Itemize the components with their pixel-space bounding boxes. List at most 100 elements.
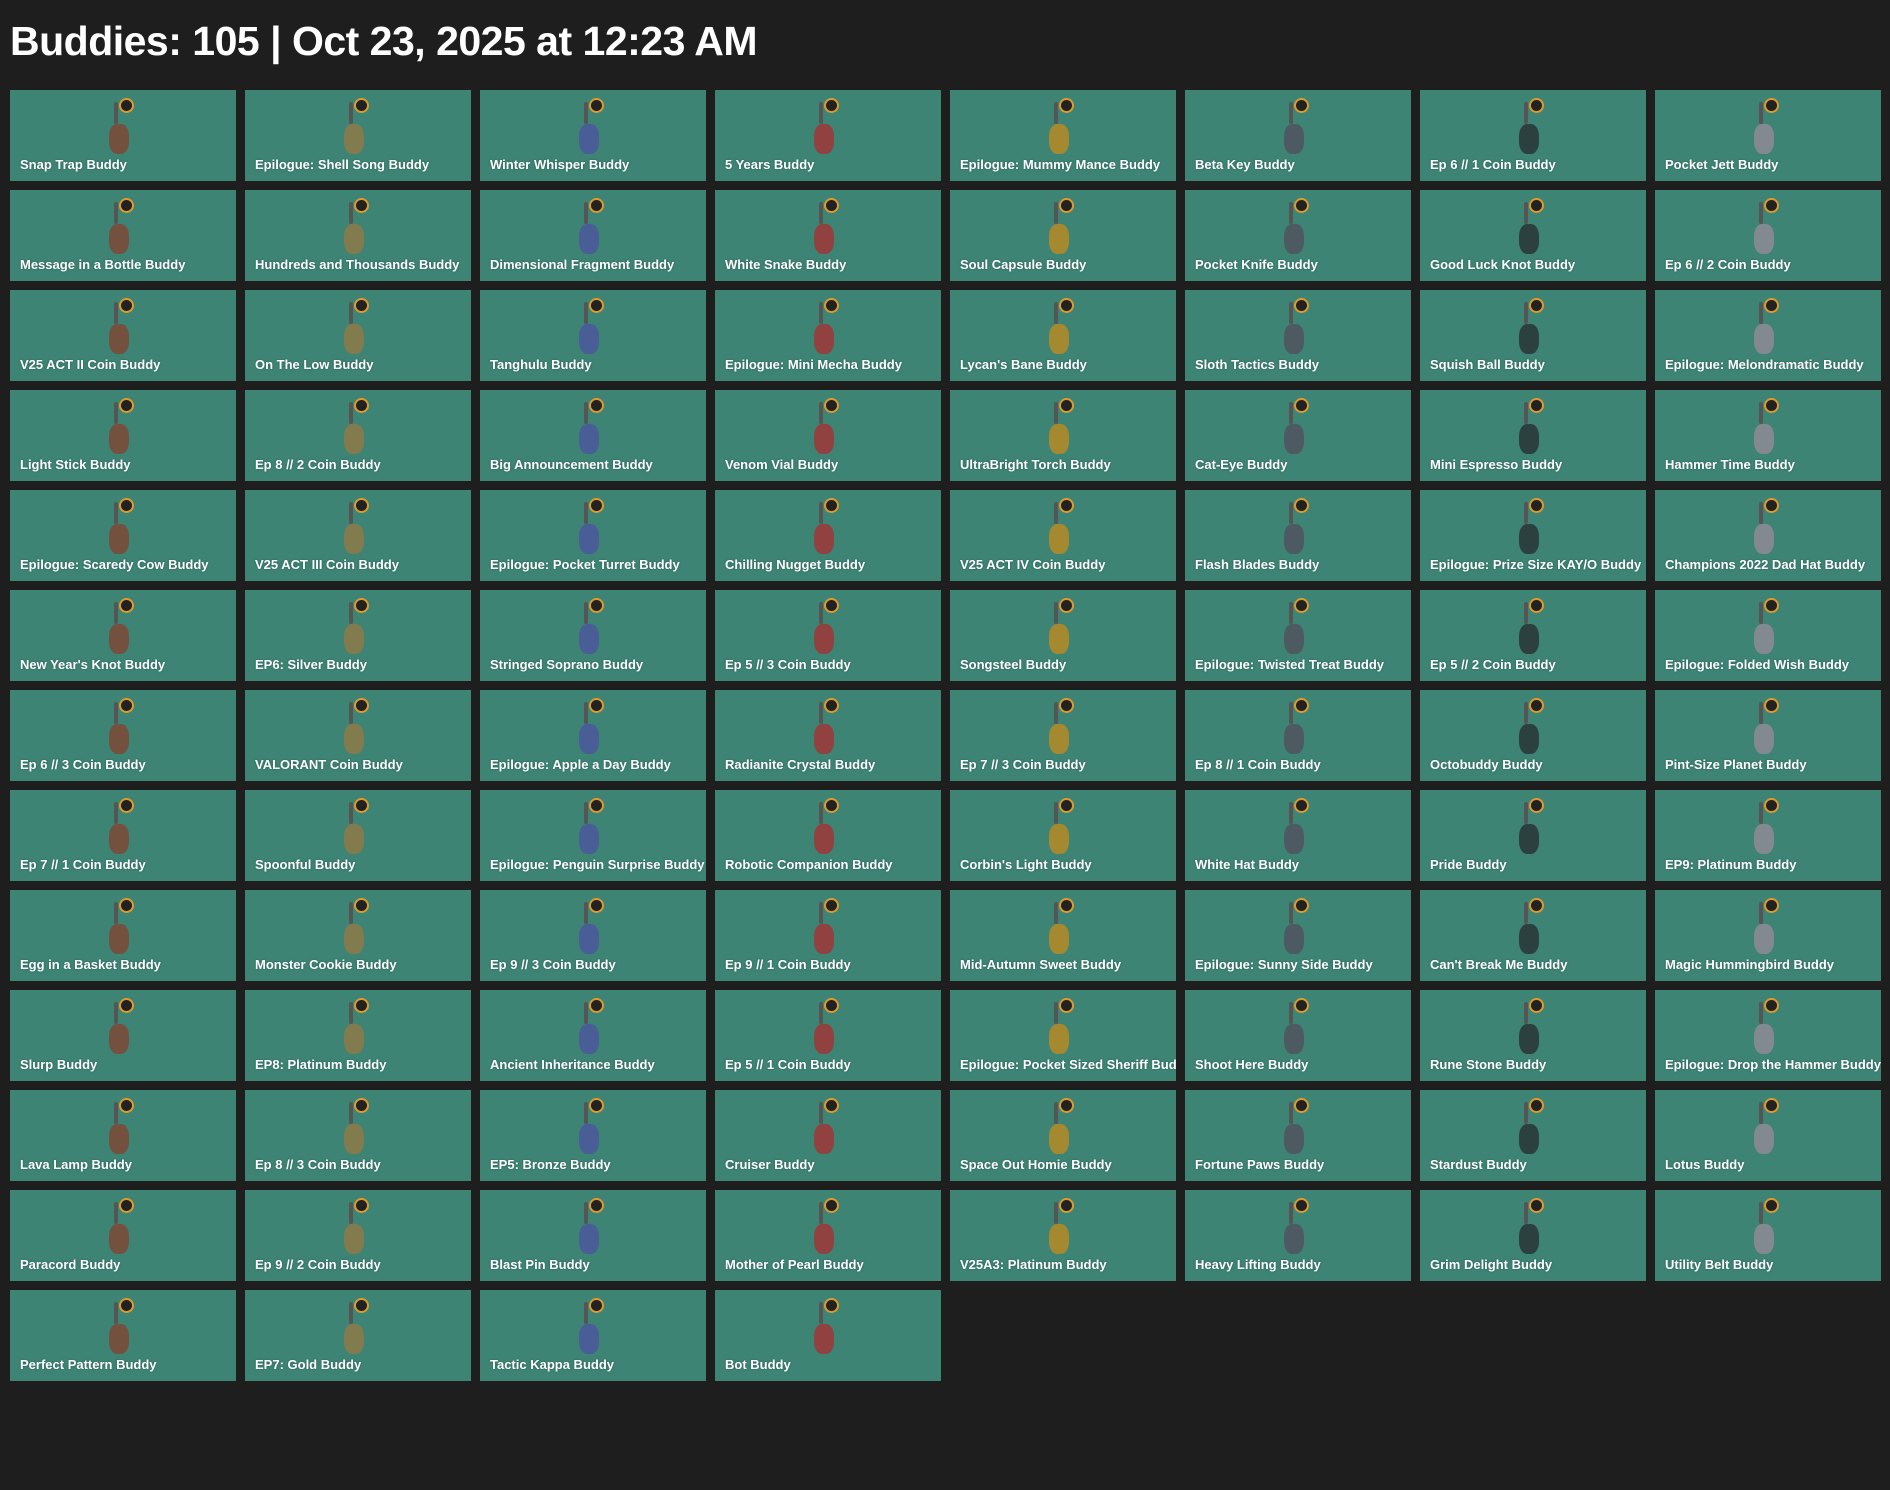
buddy-tile[interactable]: White Hat Buddy	[1185, 790, 1411, 881]
buddy-tile[interactable]: Pocket Jett Buddy	[1655, 90, 1881, 181]
buddy-tile[interactable]: On The Low Buddy	[245, 290, 471, 381]
buddy-tile[interactable]: White Snake Buddy	[715, 190, 941, 281]
buddy-tile[interactable]: Space Out Homie Buddy	[950, 1090, 1176, 1181]
buddy-tile[interactable]: Snap Trap Buddy	[10, 90, 236, 181]
buddy-tile[interactable]: Epilogue: Pocket Sized Sheriff Buddy	[950, 990, 1176, 1081]
buddy-tile[interactable]: Ep 9 // 2 Coin Buddy	[245, 1190, 471, 1281]
buddy-tile[interactable]: Epilogue: Pocket Turret Buddy	[480, 490, 706, 581]
buddy-tile[interactable]: Beta Key Buddy	[1185, 90, 1411, 181]
buddy-tile[interactable]: Squish Ball Buddy	[1420, 290, 1646, 381]
buddy-tile[interactable]: Lava Lamp Buddy	[10, 1090, 236, 1181]
buddy-tile[interactable]: Corbin's Light Buddy	[950, 790, 1176, 881]
buddy-tile[interactable]: Ep 8 // 3 Coin Buddy	[245, 1090, 471, 1181]
buddy-tile[interactable]: Ep 9 // 1 Coin Buddy	[715, 890, 941, 981]
buddy-tile[interactable]: Epilogue: Shell Song Buddy	[245, 90, 471, 181]
buddy-tile[interactable]: Ep 9 // 3 Coin Buddy	[480, 890, 706, 981]
buddy-tile[interactable]: EP5: Bronze Buddy	[480, 1090, 706, 1181]
buddy-tile[interactable]: Epilogue: Twisted Treat Buddy	[1185, 590, 1411, 681]
buddy-tile[interactable]: Ancient Inheritance Buddy	[480, 990, 706, 1081]
buddy-tile[interactable]: Big Announcement Buddy	[480, 390, 706, 481]
buddy-tile[interactable]: Winter Whisper Buddy	[480, 90, 706, 181]
buddy-tile[interactable]: V25 ACT II Coin Buddy	[10, 290, 236, 381]
buddy-tile[interactable]: Utility Belt Buddy	[1655, 1190, 1881, 1281]
buddy-tile[interactable]: Octobuddy Buddy	[1420, 690, 1646, 781]
buddy-tile[interactable]: Good Luck Knot Buddy	[1420, 190, 1646, 281]
buddy-tile[interactable]: UltraBright Torch Buddy	[950, 390, 1176, 481]
buddy-tile[interactable]: Pride Buddy	[1420, 790, 1646, 881]
buddy-tile[interactable]: EP9: Platinum Buddy	[1655, 790, 1881, 881]
buddy-tile[interactable]: Soul Capsule Buddy	[950, 190, 1176, 281]
buddy-tile[interactable]: Epilogue: Penguin Surprise Buddy	[480, 790, 706, 881]
buddy-tile[interactable]: Bot Buddy	[715, 1290, 941, 1381]
buddy-tile[interactable]: Sloth Tactics Buddy	[1185, 290, 1411, 381]
buddy-tile[interactable]: Lycan's Bane Buddy	[950, 290, 1176, 381]
buddy-tile[interactable]: Stringed Soprano Buddy	[480, 590, 706, 681]
buddy-tile[interactable]: Ep 6 // 3 Coin Buddy	[10, 690, 236, 781]
buddy-tile[interactable]: Heavy Lifting Buddy	[1185, 1190, 1411, 1281]
buddy-tile[interactable]: Mini Espresso Buddy	[1420, 390, 1646, 481]
buddy-tile[interactable]: V25 ACT III Coin Buddy	[245, 490, 471, 581]
buddy-tile[interactable]: Epilogue: Scaredy Cow Buddy	[10, 490, 236, 581]
buddy-tile[interactable]: Slurp Buddy	[10, 990, 236, 1081]
buddy-tile[interactable]: Light Stick Buddy	[10, 390, 236, 481]
buddy-tile[interactable]: Cruiser Buddy	[715, 1090, 941, 1181]
buddy-tile[interactable]: Egg in a Basket Buddy	[10, 890, 236, 981]
buddy-tile[interactable]: Epilogue: Sunny Side Buddy	[1185, 890, 1411, 981]
buddy-tile[interactable]: Message in a Bottle Buddy	[10, 190, 236, 281]
buddy-tile[interactable]: Can't Break Me Buddy	[1420, 890, 1646, 981]
buddy-tile[interactable]: Spoonful Buddy	[245, 790, 471, 881]
buddy-tile[interactable]: Mid-Autumn Sweet Buddy	[950, 890, 1176, 981]
buddy-tile[interactable]: VALORANT Coin Buddy	[245, 690, 471, 781]
buddy-tile[interactable]: Epilogue: Mini Mecha Buddy	[715, 290, 941, 381]
buddy-tile[interactable]: Chilling Nugget Buddy	[715, 490, 941, 581]
buddy-tile[interactable]: Ep 5 // 2 Coin Buddy	[1420, 590, 1646, 681]
buddy-tile[interactable]: Mother of Pearl Buddy	[715, 1190, 941, 1281]
buddy-tile[interactable]: Epilogue: Prize Size KAY/O Buddy	[1420, 490, 1646, 581]
buddy-tile[interactable]: Cat-Eye Buddy	[1185, 390, 1411, 481]
buddy-tile[interactable]: Monster Cookie Buddy	[245, 890, 471, 981]
buddy-tile[interactable]: Dimensional Fragment Buddy	[480, 190, 706, 281]
buddy-tile[interactable]: V25 ACT IV Coin Buddy	[950, 490, 1176, 581]
buddy-tile[interactable]: Shoot Here Buddy	[1185, 990, 1411, 1081]
buddy-tile[interactable]: Ep 7 // 1 Coin Buddy	[10, 790, 236, 881]
buddy-tile[interactable]: Rune Stone Buddy	[1420, 990, 1646, 1081]
buddy-tile[interactable]: 5 Years Buddy	[715, 90, 941, 181]
buddy-tile[interactable]: Pint-Size Planet Buddy	[1655, 690, 1881, 781]
buddy-tile[interactable]: Blast Pin Buddy	[480, 1190, 706, 1281]
buddy-tile[interactable]: Ep 8 // 1 Coin Buddy	[1185, 690, 1411, 781]
buddy-tile[interactable]: Perfect Pattern Buddy	[10, 1290, 236, 1381]
buddy-tile[interactable]: Paracord Buddy	[10, 1190, 236, 1281]
buddy-tile[interactable]: Tactic Kappa Buddy	[480, 1290, 706, 1381]
buddy-tile[interactable]: Fortune Paws Buddy	[1185, 1090, 1411, 1181]
buddy-tile[interactable]: Magic Hummingbird Buddy	[1655, 890, 1881, 981]
buddy-tile[interactable]: Epilogue: Apple a Day Buddy	[480, 690, 706, 781]
buddy-tile[interactable]: Lotus Buddy	[1655, 1090, 1881, 1181]
buddy-tile[interactable]: EP7: Gold Buddy	[245, 1290, 471, 1381]
buddy-tile[interactable]: Flash Blades Buddy	[1185, 490, 1411, 581]
buddy-tile[interactable]: Ep 5 // 1 Coin Buddy	[715, 990, 941, 1081]
buddy-tile[interactable]: Radianite Crystal Buddy	[715, 690, 941, 781]
buddy-tile[interactable]: Venom Vial Buddy	[715, 390, 941, 481]
buddy-tile[interactable]: Tanghulu Buddy	[480, 290, 706, 381]
buddy-tile[interactable]: Epilogue: Folded Wish Buddy	[1655, 590, 1881, 681]
buddy-tile[interactable]: Pocket Knife Buddy	[1185, 190, 1411, 281]
buddy-tile[interactable]: Grim Delight Buddy	[1420, 1190, 1646, 1281]
buddy-tile[interactable]: Robotic Companion Buddy	[715, 790, 941, 881]
buddy-tile[interactable]: Champions 2022 Dad Hat Buddy	[1655, 490, 1881, 581]
buddy-tile[interactable]: Hammer Time Buddy	[1655, 390, 1881, 481]
buddy-tile[interactable]: Epilogue: Drop the Hammer Buddy	[1655, 990, 1881, 1081]
buddy-tile[interactable]: Epilogue: Mummy Mance Buddy	[950, 90, 1176, 181]
buddy-tile[interactable]: Ep 7 // 3 Coin Buddy	[950, 690, 1176, 781]
buddy-tile[interactable]: Ep 8 // 2 Coin Buddy	[245, 390, 471, 481]
buddy-tile[interactable]: Ep 5 // 3 Coin Buddy	[715, 590, 941, 681]
buddy-tile[interactable]: V25A3: Platinum Buddy	[950, 1190, 1176, 1281]
buddy-tile[interactable]: EP8: Platinum Buddy	[245, 990, 471, 1081]
buddy-tile[interactable]: Stardust Buddy	[1420, 1090, 1646, 1181]
buddy-tile[interactable]: Songsteel Buddy	[950, 590, 1176, 681]
buddy-tile[interactable]: New Year's Knot Buddy	[10, 590, 236, 681]
buddy-tile[interactable]: Ep 6 // 2 Coin Buddy	[1655, 190, 1881, 281]
buddy-tile[interactable]: EP6: Silver Buddy	[245, 590, 471, 681]
buddy-tile[interactable]: Ep 6 // 1 Coin Buddy	[1420, 90, 1646, 181]
buddy-tile[interactable]: Hundreds and Thousands Buddy	[245, 190, 471, 281]
buddy-tile[interactable]: Epilogue: Melondramatic Buddy	[1655, 290, 1881, 381]
